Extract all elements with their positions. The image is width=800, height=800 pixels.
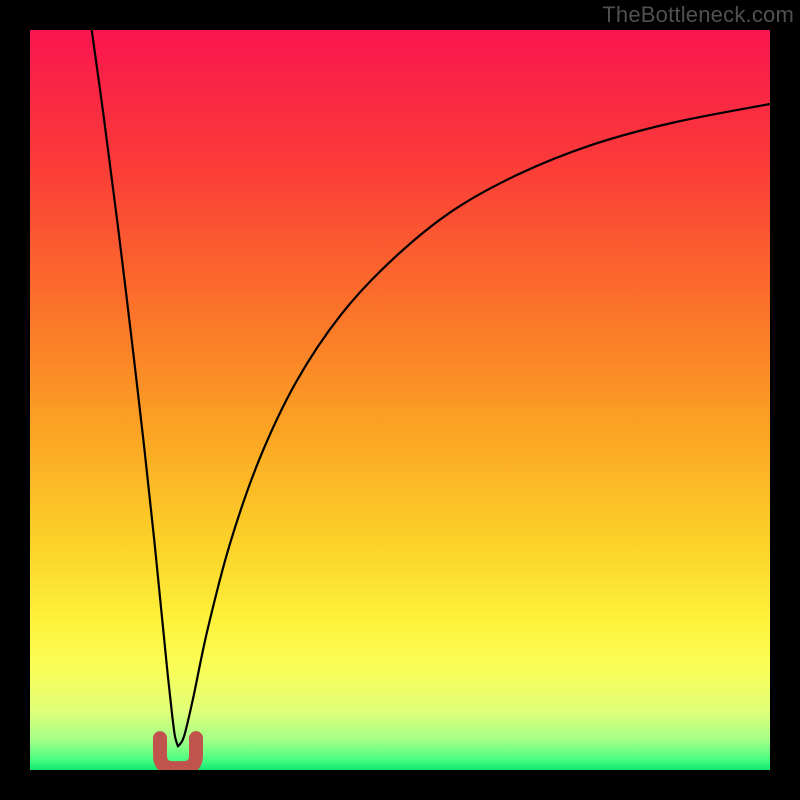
figure-container: TheBottleneck.com — [0, 0, 800, 800]
watermark-text: TheBottleneck.com — [602, 2, 794, 28]
plot-svg — [30, 30, 770, 770]
plot-area — [30, 30, 770, 770]
gradient-background — [30, 30, 770, 770]
